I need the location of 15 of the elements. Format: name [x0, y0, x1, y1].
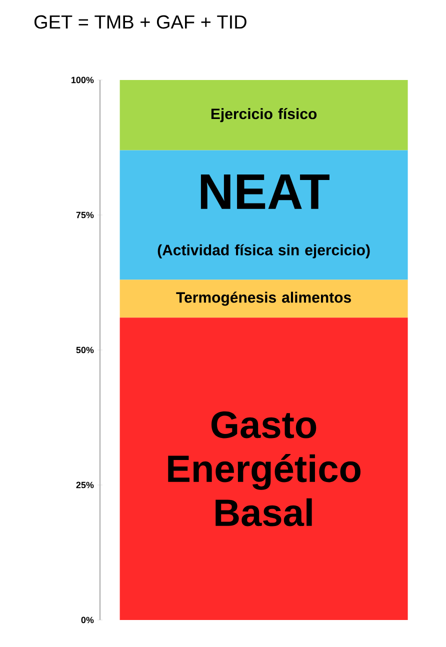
y-tick-label: 0%: [81, 616, 94, 624]
series-label: NEAT: [200, 174, 330, 209]
y-tick-label: 50%: [76, 346, 94, 354]
y-tick-label: 75%: [76, 212, 94, 218]
series-label: Gasto Energético Basal: [168, 411, 360, 526]
y-tick-label: 25%: [76, 482, 94, 488]
series-label: Ejercicio físico: [211, 108, 317, 122]
bar: [120, 318, 408, 620]
y-tick-label: 100%: [72, 76, 94, 84]
bar: [120, 280, 408, 318]
bar: [120, 150, 408, 280]
bar: [120, 80, 408, 150]
series-label: Termogénesis alimentos: [176, 292, 351, 306]
annotation: (Actividad física sin ejercicio): [158, 244, 370, 258]
chart-title: GET = TMB + GAF + TID: [34, 15, 246, 29]
